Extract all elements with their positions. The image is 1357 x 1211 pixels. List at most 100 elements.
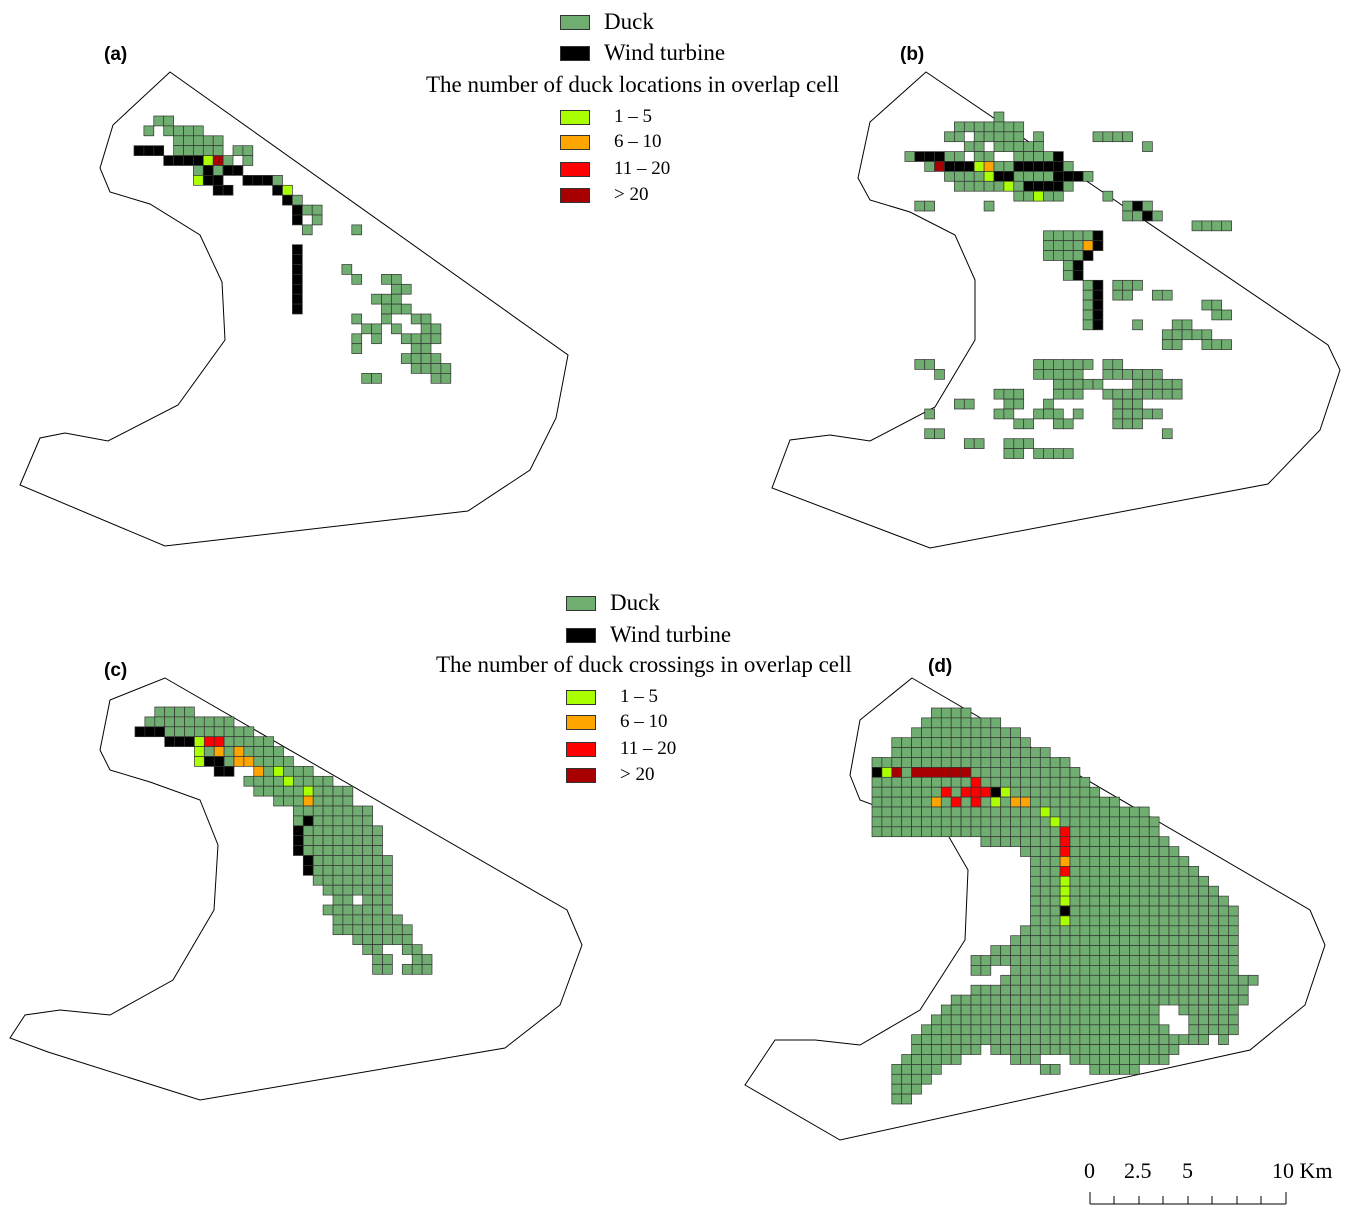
duck-cell bbox=[1109, 1044, 1120, 1055]
duck-cell bbox=[1158, 905, 1170, 917]
duck-cell bbox=[990, 1034, 1002, 1045]
duck-cell bbox=[1020, 737, 1031, 748]
duck-cell bbox=[1119, 984, 1130, 996]
duck-cell bbox=[1178, 965, 1190, 976]
duck-cell bbox=[1129, 925, 1140, 937]
duck-cell bbox=[1049, 806, 1061, 818]
wind-turbine-cell bbox=[871, 767, 883, 778]
duck-cell bbox=[1010, 974, 1021, 986]
duck-cell bbox=[1039, 1034, 1051, 1045]
duck-cell bbox=[1049, 1034, 1061, 1045]
duck-cell bbox=[1099, 796, 1110, 808]
overlap-cell-11-20 bbox=[970, 796, 982, 808]
duck-cell bbox=[1122, 131, 1133, 143]
duck-cell bbox=[1129, 866, 1140, 877]
duck-cell bbox=[921, 1034, 932, 1045]
duck-cell bbox=[1129, 1024, 1140, 1036]
duck-cell bbox=[871, 816, 883, 828]
duck-cell bbox=[1059, 994, 1071, 1006]
duck-cell bbox=[911, 1073, 922, 1085]
duck-cell bbox=[891, 776, 903, 788]
duck-cell bbox=[1119, 945, 1130, 956]
duck-cell bbox=[1148, 1014, 1160, 1026]
study-area-outline bbox=[9, 677, 583, 1101]
duck-cell bbox=[1158, 1054, 1170, 1065]
duck-cell bbox=[1000, 757, 1011, 768]
duck-cell bbox=[1030, 994, 1041, 1006]
duck-swatch bbox=[566, 595, 596, 611]
duck-cell bbox=[990, 816, 1002, 828]
duck-cell bbox=[1049, 945, 1061, 956]
duck-cell bbox=[921, 816, 932, 828]
duck-cell bbox=[990, 1044, 1002, 1055]
scale-label-5: 5 bbox=[1182, 1158, 1193, 1183]
duck-cell bbox=[1158, 965, 1170, 976]
duck-cell bbox=[1049, 826, 1061, 838]
duck-cell bbox=[1218, 984, 1229, 996]
duck-cell bbox=[1099, 984, 1110, 996]
legend-class-label: 6 – 10 bbox=[620, 711, 668, 732]
duck-cell bbox=[1030, 984, 1041, 996]
duck-cell bbox=[881, 806, 893, 818]
duck-cell bbox=[1168, 935, 1180, 946]
duck-cell bbox=[1208, 945, 1219, 956]
duck-cell bbox=[1089, 816, 1101, 828]
duck-cell bbox=[421, 964, 433, 975]
duck-cell bbox=[1059, 925, 1071, 937]
duck-cell bbox=[1119, 806, 1130, 818]
duck-cell bbox=[1138, 994, 1150, 1006]
duck-cell bbox=[1129, 955, 1140, 966]
duck-cell bbox=[901, 1083, 912, 1095]
duck-cell bbox=[871, 806, 883, 818]
duck-cell bbox=[911, 757, 922, 768]
duck-cell bbox=[1039, 786, 1051, 798]
duck-cell bbox=[1013, 448, 1025, 459]
duck-cell bbox=[990, 767, 1002, 778]
duck-cell bbox=[1158, 945, 1170, 956]
duck-cell bbox=[1013, 398, 1025, 410]
duck-cell bbox=[1228, 905, 1239, 917]
duck-cell bbox=[1049, 935, 1061, 946]
duck-cell bbox=[1020, 935, 1031, 946]
duck-cell bbox=[1158, 915, 1170, 927]
duck-cell bbox=[1039, 796, 1051, 808]
duck-cell bbox=[1221, 220, 1232, 232]
duck-cell bbox=[1188, 875, 1200, 887]
duck-cell bbox=[1079, 925, 1091, 937]
duck-cell bbox=[950, 994, 962, 1006]
duck-cell bbox=[901, 1064, 912, 1075]
duck-cell bbox=[1109, 895, 1120, 907]
duck-cell bbox=[881, 816, 893, 828]
duck-cell bbox=[921, 1073, 932, 1085]
duck-cell bbox=[950, 1054, 962, 1065]
duck-cell bbox=[1158, 955, 1170, 966]
duck-cell bbox=[1089, 915, 1101, 927]
duck-cell bbox=[1039, 767, 1051, 778]
scale-label-2-5: 2.5 bbox=[1124, 1158, 1152, 1183]
duck-cell bbox=[1138, 955, 1150, 966]
duck-cell bbox=[1089, 806, 1101, 818]
duck-cell bbox=[1069, 826, 1081, 838]
duck-cell bbox=[1010, 1004, 1021, 1016]
duck-cell bbox=[1168, 875, 1180, 887]
duck-cell bbox=[1148, 816, 1160, 828]
grid-cells bbox=[134, 706, 433, 975]
duck-cell bbox=[1039, 974, 1051, 986]
duck-cell bbox=[921, 757, 932, 768]
duck-cell bbox=[1129, 935, 1140, 946]
duck-cell bbox=[1049, 895, 1061, 907]
duck-cell bbox=[1119, 1054, 1130, 1065]
duck-cell bbox=[990, 737, 1002, 748]
duck-cell bbox=[1109, 1014, 1120, 1026]
duck-cell bbox=[1069, 915, 1081, 927]
duck-cell bbox=[1178, 955, 1190, 966]
duck-cell bbox=[980, 1034, 992, 1045]
duck-cell bbox=[1138, 935, 1150, 946]
duck-cell bbox=[1119, 994, 1130, 1006]
duck-cell bbox=[911, 786, 922, 798]
duck-cell bbox=[1010, 965, 1021, 976]
duck-cell bbox=[1158, 866, 1170, 877]
duck-cell bbox=[1059, 965, 1071, 976]
duck-cell bbox=[1208, 984, 1219, 996]
wind-turbine-cell bbox=[1072, 270, 1084, 281]
